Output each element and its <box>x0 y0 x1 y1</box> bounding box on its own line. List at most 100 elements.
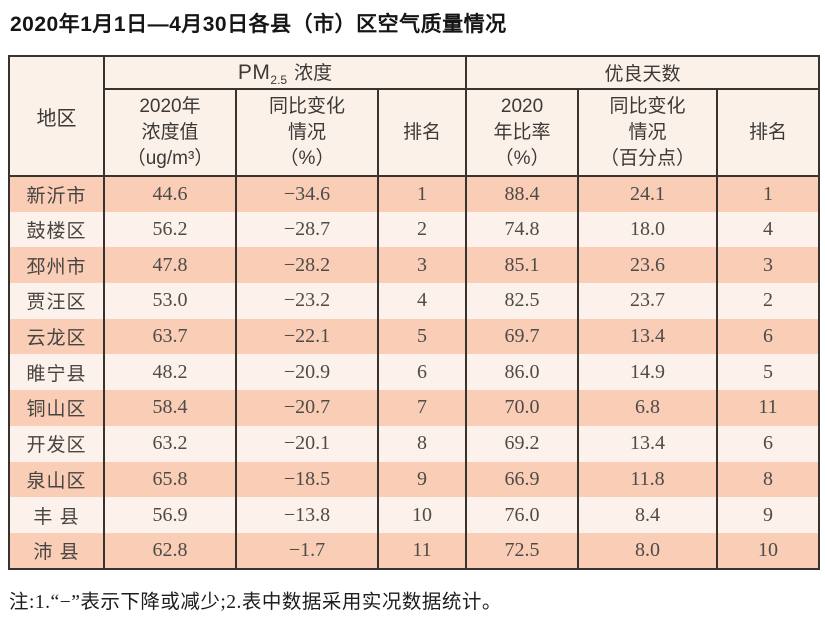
table-body: 新沂市 44.6 −34.6 1 88.4 24.1 1 鼓楼区 56.2 −2… <box>8 176 821 569</box>
col-header-good-rank: 排名 <box>716 88 821 177</box>
pm-change-cell: −28.7 <box>235 211 379 248</box>
table-row: 铜山区 58.4 −20.7 7 70.0 6.8 11 <box>8 390 821 426</box>
pm-rank-cell: 3 <box>376 247 468 284</box>
good-rate-cell: 66.9 <box>465 461 580 498</box>
pm-value-cell: 63.7 <box>103 318 237 355</box>
table-header: 地区 PM2.5 浓度 优良天数 2020年 浓度值 （ug/m³） 同比变化 情… <box>8 55 821 177</box>
good-rate-cell: 88.4 <box>465 176 580 212</box>
good-change-cell: 13.4 <box>577 425 719 462</box>
table-row: 新沂市 44.6 −34.6 1 88.4 24.1 1 <box>8 176 821 212</box>
page-title: 2020年1月1日—4月30日各县（市）区空气质量情况 <box>10 13 507 36</box>
pm-rank-cell: 1 <box>376 176 468 212</box>
pm-value-cell: 48.2 <box>103 354 237 391</box>
pm-change-cell: −20.9 <box>235 354 379 391</box>
good-rate-cell: 69.7 <box>465 318 580 355</box>
table-row: 开发区 63.2 −20.1 8 69.2 13.4 6 <box>8 425 821 462</box>
good-rate-cell: 72.5 <box>465 532 580 569</box>
group-header-row: 地区 PM2.5 浓度 优良天数 <box>8 55 821 177</box>
pm-rank-cell: 8 <box>376 425 468 462</box>
good-change-cell: 18.0 <box>577 211 719 248</box>
pm-value-cell: 65.8 <box>103 461 237 498</box>
pm-value-cell: 56.9 <box>103 497 237 533</box>
pm-rank-cell: 10 <box>376 497 468 533</box>
good-rate-cell: 69.2 <box>465 425 580 462</box>
pm-value-cell: 44.6 <box>103 176 237 212</box>
pm-change-cell: −20.7 <box>235 390 379 426</box>
col-header-region: 地区 <box>8 55 105 177</box>
good-rank-cell: 6 <box>716 425 821 462</box>
pm-subscript: 2.5 <box>270 72 288 87</box>
footnote: 注:1.“−”表示下降或减少;2.表中数据采用实况数据统计。 <box>9 591 502 613</box>
good-rank-cell: 1 <box>716 176 821 212</box>
region-cell: 睢宁县 <box>8 354 105 391</box>
col-header-pm-rank: 排名 <box>376 88 468 177</box>
group-header-pm25: PM2.5 浓度 <box>102 55 468 90</box>
good-change-cell: 8.0 <box>577 532 719 569</box>
col-header-pm-value: 2020年 浓度值 （ug/m³） <box>103 88 237 177</box>
pm-rank-cell: 6 <box>376 354 468 391</box>
pm-change-cell: −34.6 <box>235 176 379 212</box>
pm-value-cell: 62.8 <box>103 532 237 569</box>
pm-value-cell: 58.4 <box>103 390 237 426</box>
pm-change-cell: −18.5 <box>235 461 379 498</box>
pm-suffix: 浓度 <box>294 63 333 85</box>
sub-header-row: 2020年 浓度值 （ug/m³） 同比变化 情况 （%） 排名 2020 年比… <box>9 88 821 177</box>
col-header-good-rate: 2020 年比率 （%） <box>465 88 580 177</box>
good-rate-cell: 82.5 <box>465 283 580 319</box>
table-row: 沛 县 62.8 −1.7 11 72.5 8.0 10 <box>8 532 821 569</box>
good-rank-cell: 6 <box>716 318 821 355</box>
pm-value-cell: 47.8 <box>103 247 237 284</box>
pm-change-cell: −22.1 <box>235 318 379 355</box>
pm-change-cell: −1.7 <box>235 532 379 569</box>
region-cell: 开发区 <box>8 425 105 462</box>
pm-rank-cell: 4 <box>376 283 468 319</box>
good-rank-cell: 5 <box>716 354 821 391</box>
table-row: 丰 县 56.9 −13.8 10 76.0 8.4 9 <box>8 497 821 533</box>
good-rank-cell: 9 <box>716 497 821 533</box>
pm-rank-cell: 5 <box>376 318 468 355</box>
col-header-good-change: 同比变化 情况 （百分点） <box>577 88 719 177</box>
pm-change-cell: −13.8 <box>235 497 379 533</box>
good-rate-cell: 76.0 <box>465 497 580 533</box>
region-cell: 贾汪区 <box>8 283 105 319</box>
air-quality-table: 地区 PM2.5 浓度 优良天数 2020年 浓度值 （ug/m³） 同比变化 情… <box>8 55 821 570</box>
good-rate-cell: 74.8 <box>465 211 580 248</box>
pm-value-cell: 63.2 <box>103 425 237 462</box>
good-rank-cell: 3 <box>716 247 821 284</box>
good-rank-cell: 10 <box>716 532 821 569</box>
region-cell: 新沂市 <box>8 176 105 212</box>
good-change-cell: 23.7 <box>577 283 719 319</box>
col-header-pm-change: 同比变化 情况 （%） <box>235 88 379 177</box>
table-row: 鼓楼区 56.2 −28.7 2 74.8 18.0 4 <box>8 211 821 248</box>
region-cell: 鼓楼区 <box>8 211 105 248</box>
region-cell: 沛 县 <box>8 532 105 569</box>
good-change-cell: 13.4 <box>577 318 719 355</box>
region-cell: 泉山区 <box>8 461 105 498</box>
good-change-cell: 23.6 <box>577 247 719 284</box>
good-change-cell: 24.1 <box>577 176 719 212</box>
pm-change-cell: −23.2 <box>235 283 379 319</box>
good-change-cell: 8.4 <box>577 497 719 533</box>
pm-value-cell: 53.0 <box>103 283 237 319</box>
good-change-cell: 14.9 <box>577 354 719 391</box>
pm-change-cell: −20.1 <box>235 425 379 462</box>
pm-rank-cell: 2 <box>376 211 468 248</box>
good-rate-cell: 86.0 <box>465 354 580 391</box>
table-row: 睢宁县 48.2 −20.9 6 86.0 14.9 5 <box>8 354 821 391</box>
pm-rank-cell: 7 <box>376 390 468 426</box>
good-rank-cell: 11 <box>716 390 821 426</box>
region-cell: 铜山区 <box>8 390 105 426</box>
pm-rank-cell: 9 <box>376 461 468 498</box>
good-change-cell: 11.8 <box>577 461 719 498</box>
good-rank-cell: 2 <box>716 283 821 319</box>
table-row: 邳州市 47.8 −28.2 3 85.1 23.6 3 <box>8 247 821 284</box>
good-rank-cell: 8 <box>716 461 821 498</box>
good-rate-cell: 85.1 <box>465 247 580 284</box>
good-rate-cell: 70.0 <box>465 390 580 426</box>
region-cell: 云龙区 <box>8 318 105 355</box>
pm-label: PM <box>237 61 271 85</box>
good-change-cell: 6.8 <box>577 390 719 426</box>
good-rank-cell: 4 <box>716 211 821 248</box>
table-row: 泉山区 65.8 −18.5 9 66.9 11.8 8 <box>8 461 821 498</box>
